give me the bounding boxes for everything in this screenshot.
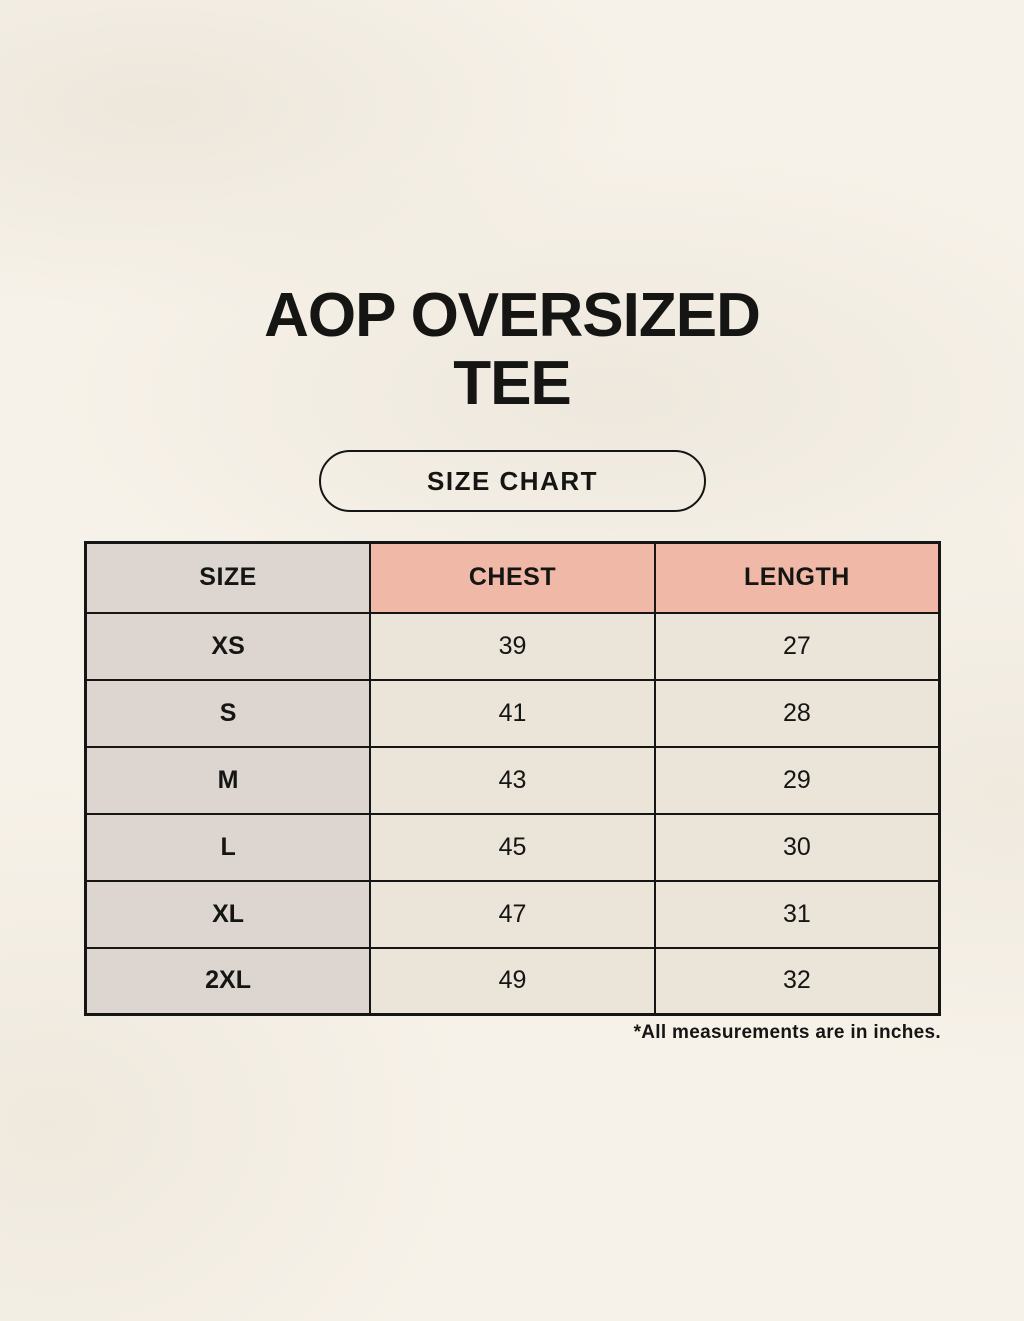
table-row: 2XL 49 32 bbox=[84, 946, 941, 1016]
length-cell: 28 bbox=[653, 678, 941, 748]
chest-cell: 41 bbox=[369, 678, 656, 748]
size-chart-button[interactable]: SIZE CHART bbox=[319, 450, 706, 512]
length-cell: 30 bbox=[653, 812, 941, 882]
size-cell: 2XL bbox=[84, 946, 372, 1016]
size-cell: L bbox=[84, 812, 372, 882]
chest-cell: 43 bbox=[369, 745, 656, 815]
length-cell: 27 bbox=[653, 611, 941, 681]
length-cell: 31 bbox=[653, 879, 941, 949]
table-row: XS 39 27 bbox=[84, 611, 941, 681]
page-title-line2: TEE bbox=[453, 349, 572, 418]
chest-cell: 45 bbox=[369, 812, 656, 882]
size-chart-button-label: SIZE CHART bbox=[427, 465, 598, 496]
size-cell: XS bbox=[84, 611, 372, 681]
size-chart-table: SIZE CHEST LENGTH XS 39 27 S 41 28 M 43 … bbox=[84, 541, 941, 1016]
table-row: M 43 29 bbox=[84, 745, 941, 815]
column-header-chest: CHEST bbox=[369, 541, 656, 614]
column-header-size: SIZE bbox=[84, 541, 372, 614]
table-row: S 41 28 bbox=[84, 678, 941, 748]
size-cell: M bbox=[84, 745, 372, 815]
table-row: XL 47 31 bbox=[84, 879, 941, 949]
chest-cell: 39 bbox=[369, 611, 656, 681]
column-header-length: LENGTH bbox=[653, 541, 941, 614]
length-cell: 32 bbox=[653, 946, 941, 1016]
table-header-row: SIZE CHEST LENGTH bbox=[84, 541, 941, 614]
length-cell: 29 bbox=[653, 745, 941, 815]
table-row: L 45 30 bbox=[84, 812, 941, 882]
chest-cell: 47 bbox=[369, 879, 656, 949]
measurements-footnote: *All measurements are in inches. bbox=[633, 1022, 941, 1043]
size-cell: XL bbox=[84, 879, 372, 949]
page-title-line1: AOP OVERSIZED bbox=[264, 281, 761, 350]
page-title: AOP OVERSIZED TEE bbox=[0, 282, 1024, 418]
chest-cell: 49 bbox=[369, 946, 656, 1016]
size-cell: S bbox=[84, 678, 372, 748]
